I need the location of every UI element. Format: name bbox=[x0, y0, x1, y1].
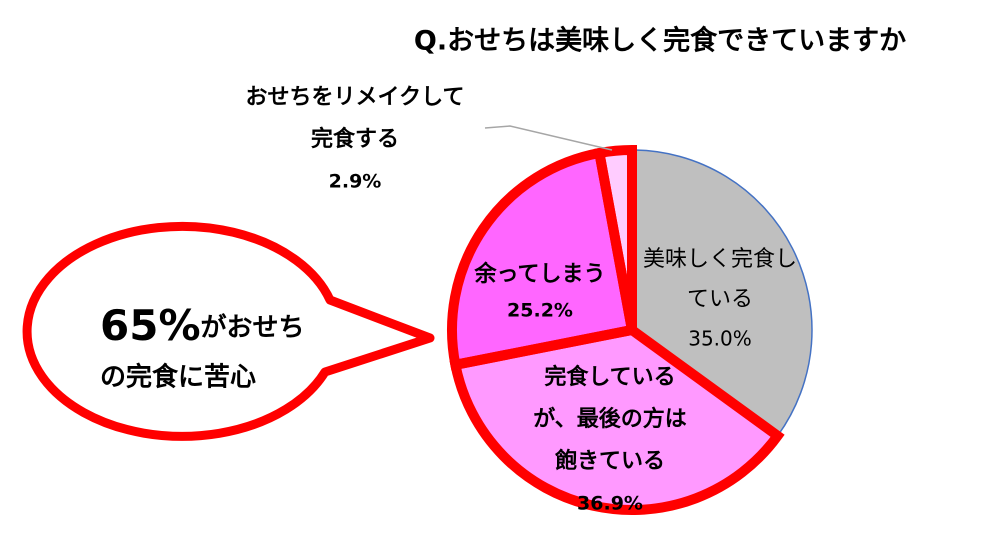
category-label: 余ってしまう bbox=[474, 261, 606, 287]
value-label: 2.9% bbox=[329, 171, 382, 193]
value-label: 25.2% bbox=[507, 300, 573, 322]
value-label: 36.9% bbox=[577, 493, 643, 515]
value-label: 35.0% bbox=[688, 327, 752, 351]
pie-slice bbox=[631, 149, 813, 437]
leader-line bbox=[484, 125, 613, 151]
category-label: 飽きている bbox=[554, 448, 665, 474]
callout-highlight: 65% bbox=[100, 301, 201, 350]
category-label: おせちをリメイクして bbox=[246, 85, 465, 110]
slice-outline bbox=[447, 147, 638, 371]
slice-outline bbox=[593, 144, 637, 331]
pie-slice bbox=[452, 152, 632, 365]
chart-title: Q.おせちは美味しく完食できていますか bbox=[414, 25, 906, 57]
category-label: 完食している bbox=[544, 364, 675, 390]
callout-text: 65%がおせち bbox=[100, 301, 305, 350]
slice-outline bbox=[449, 324, 785, 515]
category-label: 美味しく完食し bbox=[643, 247, 797, 272]
category-label: ている bbox=[687, 287, 753, 312]
pie-slice bbox=[455, 330, 778, 510]
category-label: 完食する bbox=[311, 126, 399, 152]
category-label: が、最後の方は bbox=[533, 406, 687, 432]
callout-line: がおせち bbox=[201, 312, 305, 343]
callout-line: の完食に苦心 bbox=[100, 362, 256, 393]
callout-bubble bbox=[22, 221, 435, 441]
